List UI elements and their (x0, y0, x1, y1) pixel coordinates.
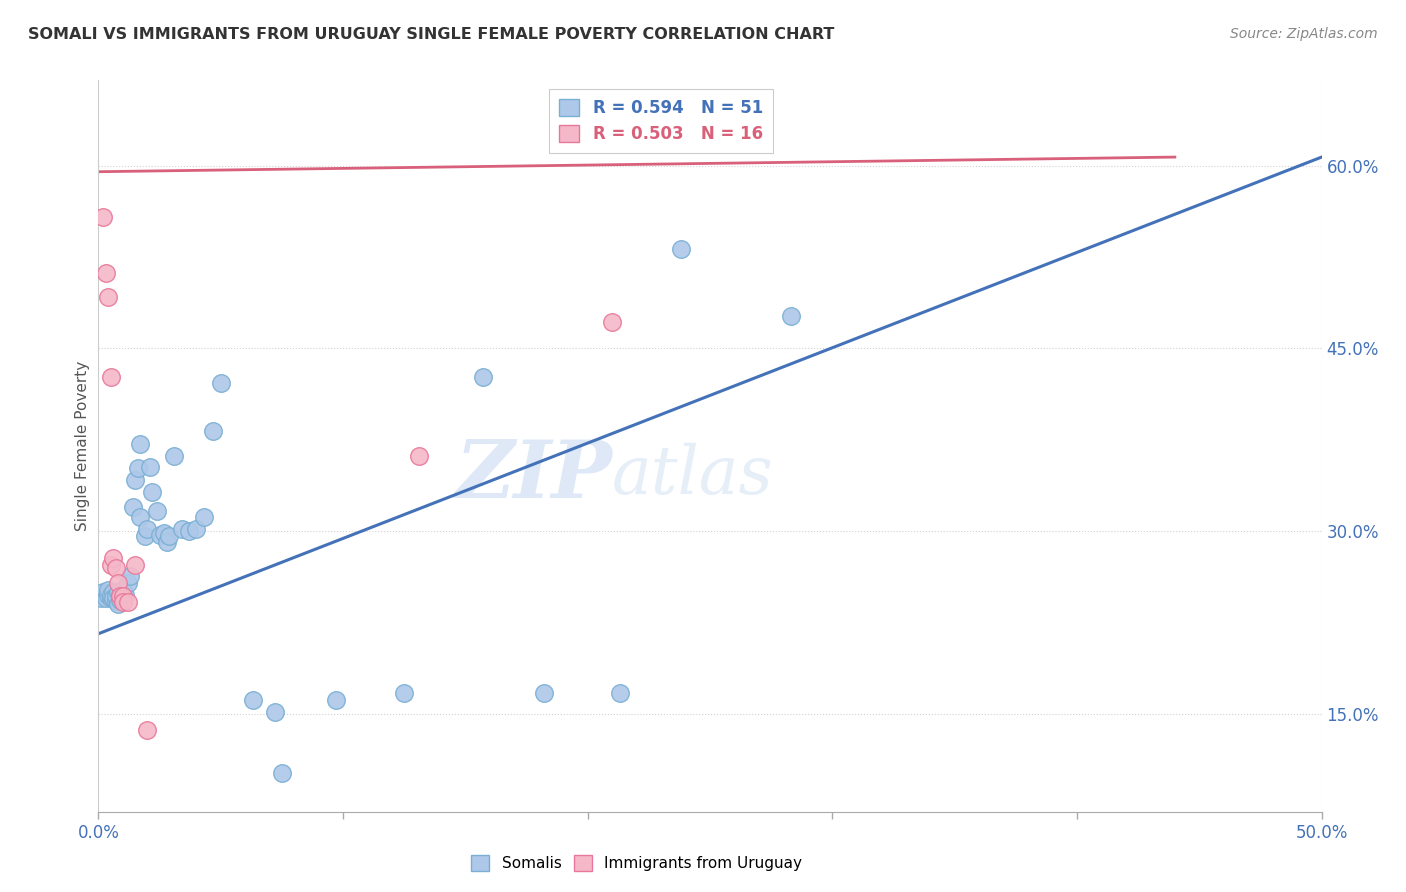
Point (325, 692, 347, 706)
Point (100, 558, 122, 573)
Point (146, 503, 169, 517)
Point (104, 561, 127, 575)
Point (107, 585, 129, 599)
Point (121, 500, 143, 514)
Point (97, 588, 120, 602)
Point (94, 591, 117, 606)
Point (392, 686, 416, 700)
Point (136, 723, 159, 737)
Point (111, 592, 134, 607)
Point (600, 315, 623, 329)
Point (117, 575, 139, 590)
Point (107, 575, 129, 590)
Point (193, 509, 215, 524)
Point (101, 591, 124, 606)
Point (101, 585, 124, 599)
Text: atlas: atlas (612, 442, 773, 508)
Point (90, 591, 112, 606)
Text: Source: ZipAtlas.com: Source: ZipAtlas.com (1230, 27, 1378, 41)
Point (609, 686, 631, 700)
Point (111, 589, 134, 603)
Point (139, 459, 162, 474)
Point (91, 210, 114, 224)
Point (120, 569, 142, 583)
Point (111, 582, 134, 597)
Point (100, 588, 122, 602)
Point (91, 585, 114, 599)
Point (779, 309, 801, 323)
Point (471, 369, 494, 384)
Point (100, 369, 122, 384)
Point (157, 529, 180, 543)
Point (209, 376, 232, 390)
Point (408, 449, 430, 463)
Point (111, 595, 134, 609)
Point (129, 436, 152, 450)
Point (141, 485, 163, 500)
Point (136, 522, 159, 536)
Point (186, 522, 208, 536)
Point (127, 461, 149, 475)
Point (263, 705, 285, 719)
Point (270, 765, 294, 780)
Point (153, 525, 176, 540)
Point (134, 529, 156, 543)
Point (114, 588, 136, 602)
Point (97, 582, 120, 597)
Point (117, 595, 139, 609)
Point (104, 589, 127, 603)
Point (101, 551, 124, 566)
Point (170, 522, 193, 536)
Point (533, 686, 555, 700)
Point (124, 558, 146, 573)
Point (177, 524, 200, 539)
Point (669, 242, 692, 256)
Text: ZIP: ZIP (456, 436, 612, 514)
Point (129, 509, 152, 524)
Point (110, 589, 132, 603)
Point (124, 473, 146, 487)
Point (110, 588, 132, 602)
Text: SOMALI VS IMMIGRANTS FROM URUGUAY SINGLE FEMALE POVERTY CORRELATION CHART: SOMALI VS IMMIGRANTS FROM URUGUAY SINGLE… (28, 27, 835, 42)
Point (149, 528, 172, 542)
Point (110, 592, 132, 607)
Legend: Somalis, Immigrants from Uruguay: Somalis, Immigrants from Uruguay (465, 849, 808, 877)
Point (104, 594, 127, 608)
Point (202, 425, 225, 439)
Y-axis label: Single Female Poverty: Single Female Poverty (75, 361, 90, 531)
Point (163, 449, 186, 463)
Point (242, 692, 264, 706)
Point (100, 591, 122, 606)
Point (94, 266, 117, 280)
Point (107, 598, 129, 612)
Point (97, 290, 120, 304)
Point (156, 535, 179, 549)
